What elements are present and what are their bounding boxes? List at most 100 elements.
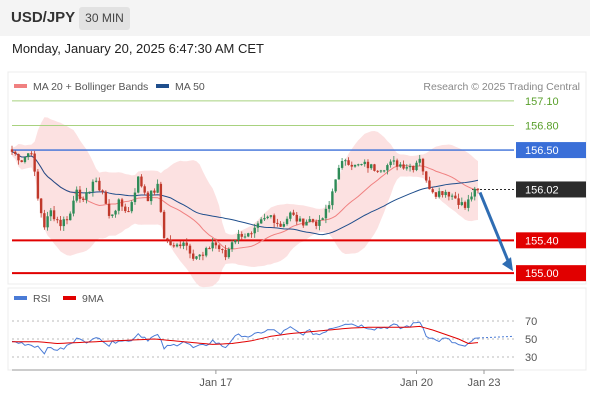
rsi-tick-30: 30 xyxy=(525,352,537,364)
candle-body xyxy=(124,206,127,212)
candle-body xyxy=(172,245,176,247)
level-label-156.02: 156.02 xyxy=(525,184,559,196)
candle-body xyxy=(266,216,269,219)
candle-body xyxy=(227,249,231,258)
candle-body xyxy=(62,219,65,227)
candle-body xyxy=(10,149,14,152)
candle-body xyxy=(240,233,243,237)
candle-body xyxy=(279,223,282,227)
candle-body xyxy=(457,198,460,205)
candle-body xyxy=(392,160,396,162)
candle-body xyxy=(204,248,208,256)
candle-body xyxy=(276,222,279,224)
bollinger-band xyxy=(12,117,478,288)
price-panel-frame xyxy=(7,71,587,285)
candle-body xyxy=(473,188,476,197)
candle-body xyxy=(224,249,227,258)
candle-body xyxy=(30,153,33,155)
forecast-arrow-head xyxy=(502,257,513,272)
candle-body xyxy=(72,200,75,214)
candle-body xyxy=(295,214,298,222)
candle-body xyxy=(272,215,276,223)
level-tag-155.40 xyxy=(516,232,586,249)
legend-ma50-label: MA 50 xyxy=(175,81,205,93)
candle-body xyxy=(243,236,247,238)
rsi-tick-50: 50 xyxy=(525,334,537,346)
candle-body xyxy=(302,218,305,226)
level-label-155.00: 155.00 xyxy=(525,268,559,280)
candle-body xyxy=(169,239,172,246)
candle-body xyxy=(434,192,438,197)
candle-body xyxy=(120,199,124,207)
candle-body xyxy=(111,214,114,216)
candle-body xyxy=(337,167,341,180)
candle-body xyxy=(69,213,72,221)
candle-body xyxy=(107,203,111,216)
candle-body xyxy=(314,221,318,226)
candle-body xyxy=(188,245,192,254)
candle-body xyxy=(192,253,195,259)
candle-body xyxy=(327,205,331,209)
candle-body xyxy=(431,189,434,193)
timeframe-button[interactable]: 30 MIN xyxy=(79,7,130,30)
candle-body xyxy=(75,189,78,201)
candle-body xyxy=(311,219,315,222)
candle-body xyxy=(217,245,221,250)
chart-header: USD/JPY 30 MIN xyxy=(0,0,590,36)
rsi-tick-70: 70 xyxy=(525,316,537,328)
candle-body xyxy=(162,211,166,239)
candle-body xyxy=(253,227,256,234)
candle-body xyxy=(386,165,389,171)
candle-body xyxy=(156,183,159,193)
legend-bollinger-label: MA 20 + Bollinger Bands xyxy=(33,81,148,93)
candle-body xyxy=(428,180,431,190)
candle-body xyxy=(250,233,253,235)
candle-body xyxy=(421,158,425,172)
candle-body xyxy=(269,215,273,217)
candle-body xyxy=(437,191,441,197)
level-label-157.10: 157.10 xyxy=(525,96,559,108)
candle-body xyxy=(298,218,302,222)
candle-body xyxy=(52,210,56,220)
candle-body xyxy=(117,199,120,211)
candle-body xyxy=(201,254,205,256)
candle-body xyxy=(91,181,95,192)
candle-body xyxy=(166,238,169,240)
candle-body xyxy=(405,167,409,169)
candle-body xyxy=(33,153,36,172)
candle-body xyxy=(360,164,363,166)
candle-body xyxy=(370,164,373,169)
candle-body xyxy=(26,153,30,158)
candle-body xyxy=(56,219,59,221)
candle-body xyxy=(379,170,383,172)
candle-body xyxy=(81,198,85,200)
candle-body xyxy=(399,164,402,167)
x-tick-label: Jan 20 xyxy=(400,377,433,389)
level-tag-155.00 xyxy=(516,265,586,282)
level-label-156.80: 156.80 xyxy=(525,120,559,132)
candle-body xyxy=(65,219,69,221)
candle-body xyxy=(39,198,43,214)
candle-body xyxy=(185,242,188,246)
candle-body xyxy=(347,160,350,165)
level-tag-156.50 xyxy=(516,142,586,159)
symbol-title: USD/JPY xyxy=(11,9,76,26)
candle-body xyxy=(353,164,357,167)
candle-body xyxy=(114,210,117,215)
candle-body xyxy=(357,164,360,166)
candle-body xyxy=(20,160,23,163)
candle-body xyxy=(340,161,344,168)
candle-body xyxy=(198,254,201,257)
level-tag-156.02 xyxy=(516,181,586,198)
candle-body xyxy=(450,195,454,197)
candle-body xyxy=(305,221,308,226)
candle-body xyxy=(133,192,137,203)
candle-body xyxy=(49,210,53,217)
candle-body xyxy=(146,192,150,202)
candle-body xyxy=(256,223,260,228)
candle-body xyxy=(175,244,179,247)
level-label-156.50: 156.50 xyxy=(525,145,559,157)
candle-body xyxy=(408,166,412,168)
candle-body xyxy=(46,216,49,228)
